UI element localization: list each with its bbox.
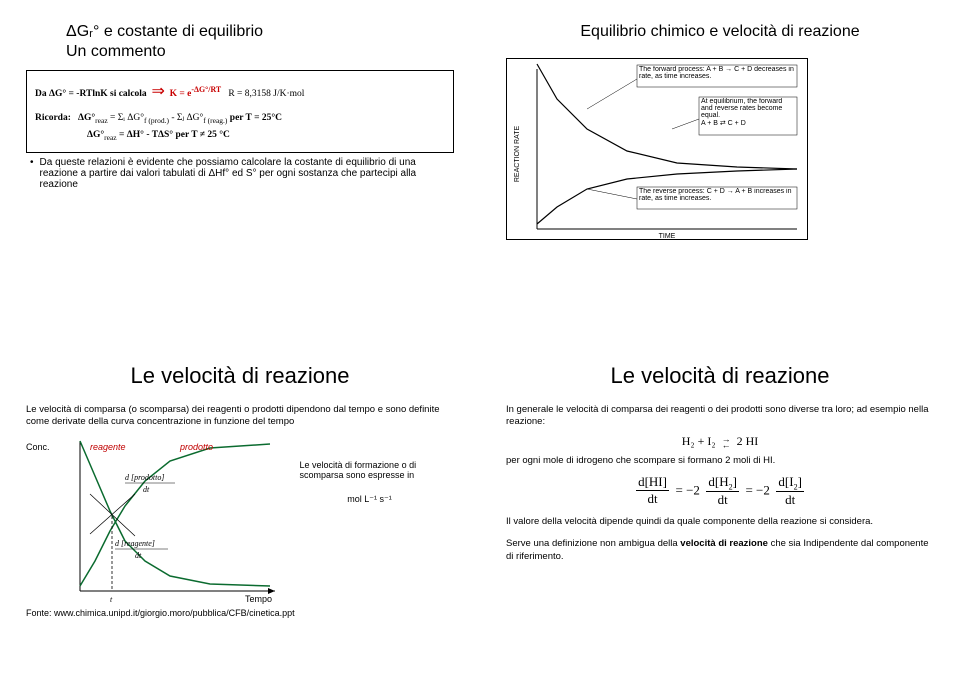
f-l1a: Da ΔG° = -RTlnK si calcola	[35, 89, 147, 99]
slide-top-left: ΔGᵣ° e costante di equilibrio Un comment…	[10, 10, 470, 330]
br-eq1: H₂ + I₂ →← 2 HI	[506, 434, 934, 449]
dreag: d [reagente]	[115, 539, 155, 548]
f-l2c: = Σᵢ ΔG°	[110, 113, 144, 123]
prodotto-label: prodotto	[179, 442, 213, 452]
bl-side2: mol L⁻¹ s⁻¹	[300, 494, 440, 505]
f-l1exp: -ΔG°/RT	[191, 85, 221, 94]
dprod: d [prodotto]	[125, 473, 165, 482]
br-eq2: d[HI]dt = −2 d[H2]dt = −2 d[I2]dt	[506, 474, 934, 509]
f-l1c-txt: K = e	[170, 89, 192, 99]
bullet-tl-text: Da queste relazioni è evidente che possi…	[40, 157, 454, 190]
p4a: Serve una definizione non ambigua della	[506, 538, 680, 549]
tempo-label: Tempo	[245, 594, 272, 604]
bl-p1: Le velocità di comparsa (o scomparsa) de…	[26, 404, 454, 429]
sub4: reaz	[104, 133, 116, 142]
f-l1d: R = 8,3158 J/K·mol	[228, 89, 304, 99]
eq1l: H₂ + I₂	[682, 434, 716, 448]
f-l2e: per T = 25°C	[230, 113, 282, 123]
sub3: f (reag.)	[203, 115, 227, 124]
sub1: reaz	[95, 115, 107, 124]
bl-sidebox: Le velocità di formazione o di scomparsa…	[300, 460, 440, 505]
conc-label: Conc.	[26, 442, 50, 452]
formula-l1: Da ΔG° = -RTlnK si calcola ⇒ K = e-ΔG°/R…	[35, 79, 445, 105]
reaction-rate-chart: REACTION RATE TIME The forward process: …	[506, 58, 808, 240]
dt2: dt	[135, 551, 142, 560]
formula-l3: ΔG°reaz = ΔH° - TΔS° per T ≠ 25 °C	[87, 128, 445, 144]
f-l1c: K = e-ΔG°/RT	[170, 89, 222, 99]
title-bl: Le velocità di reazione	[26, 362, 454, 390]
t-label: t	[110, 595, 113, 604]
dt1: dt	[143, 485, 150, 494]
f-l3b: = ΔH° - TΔS° per T ≠ 25 °C	[119, 130, 230, 140]
title-br: Le velocità di reazione	[506, 362, 934, 390]
f-l2: Ricorda:	[35, 113, 71, 123]
sub2: f (prod.)	[144, 115, 169, 124]
f-l3a: ΔG°	[87, 130, 104, 140]
formula-box: Da ΔG° = -RTlnK si calcola ⇒ K = e-ΔG°/R…	[26, 70, 454, 153]
note-mid2: A + B ⇄ C + D	[701, 120, 746, 127]
concentration-chart: reagente prodotto d [prodotto] dt d [rea…	[60, 436, 290, 606]
title-tr: Equilibrio chimico e velocità di reazion…	[506, 22, 934, 42]
formula-l2: Ricorda: ΔG°reaz = Σᵢ ΔG°f (prod.) - Σⱼ …	[35, 111, 445, 127]
note-bot: The reverse process: C + D → A + B incre…	[639, 188, 795, 202]
title-tl-l2: Un commento	[66, 43, 166, 60]
reagente-label: reagente	[90, 442, 126, 452]
f-l2d: - Σⱼ ΔG°	[171, 113, 203, 123]
slide-top-right: Equilibrio chimico e velocità di reazion…	[490, 10, 950, 330]
br-p2: per ogni mole di idrogeno che scompare s…	[506, 455, 934, 467]
br-p4: Serve una definizione non ambigua della …	[506, 538, 934, 563]
f-l2b: ΔG°	[78, 113, 95, 123]
axis-x: TIME	[659, 233, 676, 240]
axis-y: REACTION RATE	[514, 126, 521, 183]
br-p1: In generale le velocità di comparsa dei …	[506, 404, 934, 429]
bl-src: Fonte: www.chimica.unipd.it/giorgio.moro…	[26, 608, 454, 618]
title-tl-l1: ΔGᵣ° e costante di equilibrio	[66, 23, 263, 40]
bullet-tl: Da queste relazioni è evidente che possi…	[30, 157, 454, 190]
eq1r: 2 HI	[737, 434, 759, 448]
note-top: The forward process: A + B → C + D decre…	[639, 66, 795, 80]
br-p3: Il valore della velocità dipende quindi …	[506, 516, 934, 528]
bl-side1: Le velocità di formazione o di scomparsa…	[300, 460, 440, 480]
p4b: velocità di reazione	[680, 538, 768, 549]
title-tl: ΔGᵣ° e costante di equilibrio Un comment…	[66, 22, 454, 62]
note-mid: At equilibrium, the forward and reverse …	[701, 98, 782, 119]
f-arrow: ⇒	[151, 83, 164, 100]
slide-bottom-right: Le velocità di reazione In generale le v…	[490, 350, 950, 670]
slide-bottom-left: Le velocità di reazione Le velocità di c…	[10, 350, 470, 670]
